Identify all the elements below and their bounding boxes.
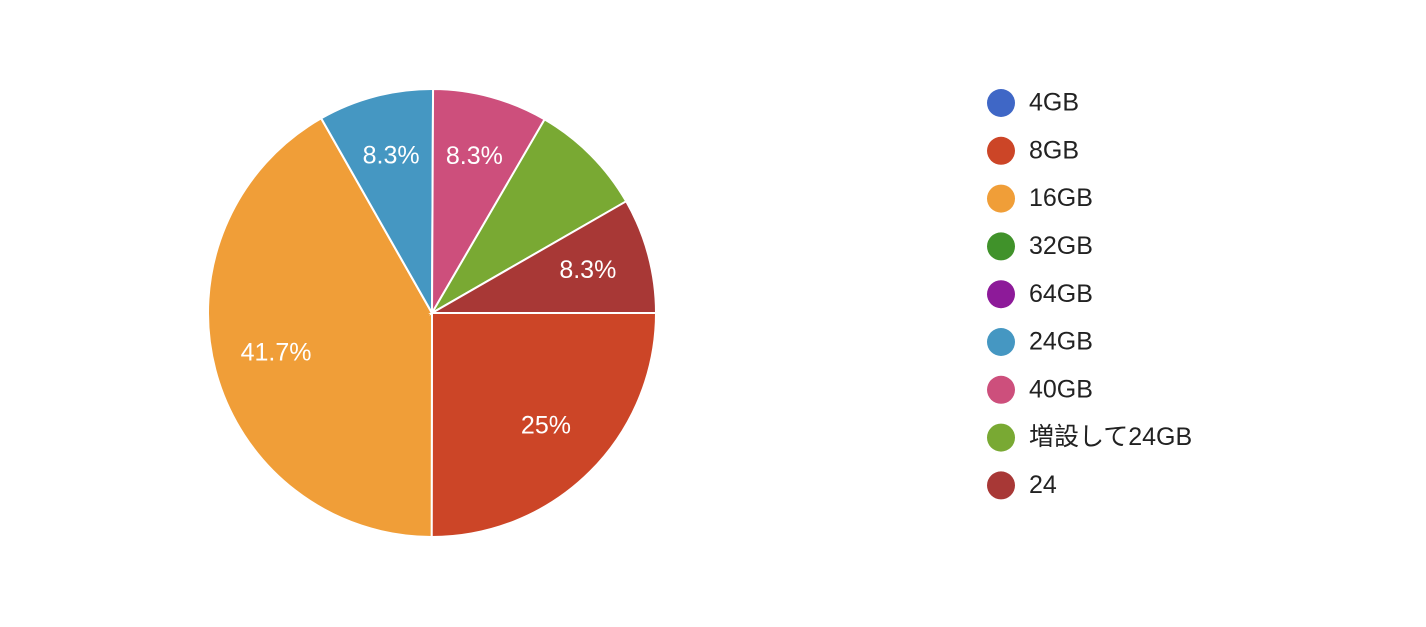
legend-label: 24	[1029, 471, 1057, 499]
legend-label: 64GB	[1029, 280, 1093, 308]
legend-swatch	[987, 89, 1015, 117]
data-label: 25%	[521, 412, 571, 440]
data-label: 41.7%	[241, 339, 312, 367]
legend-swatch	[987, 232, 1015, 261]
pie-slice	[430, 87, 546, 317]
data-label: 8.3%	[363, 142, 420, 170]
pie-slice	[319, 88, 435, 317]
legend-swatch	[987, 328, 1015, 356]
pie-slice	[428, 199, 658, 314]
legend-label: 8GB	[1029, 136, 1079, 164]
legend-label: 16GB	[1029, 184, 1093, 212]
pie-slice	[430, 312, 658, 539]
legend-label: 32GB	[1029, 232, 1093, 260]
legend-swatch	[987, 136, 1015, 165]
legend-swatch	[987, 471, 1015, 500]
data-label: 8.3%	[446, 142, 503, 170]
legend-swatch	[987, 184, 1015, 213]
legend-label: 増設して24GB	[1029, 423, 1192, 451]
legend-swatch	[987, 423, 1015, 452]
legend-swatch	[987, 375, 1015, 404]
legend-swatch	[987, 280, 1015, 309]
pie-slice	[207, 116, 434, 539]
legend-label: 24GB	[1029, 328, 1093, 356]
legend-label: 40GB	[1029, 375, 1093, 403]
pie-slice	[429, 117, 628, 316]
legend-label: 4GB	[1029, 89, 1079, 117]
data-label: 8.3%	[559, 256, 616, 284]
